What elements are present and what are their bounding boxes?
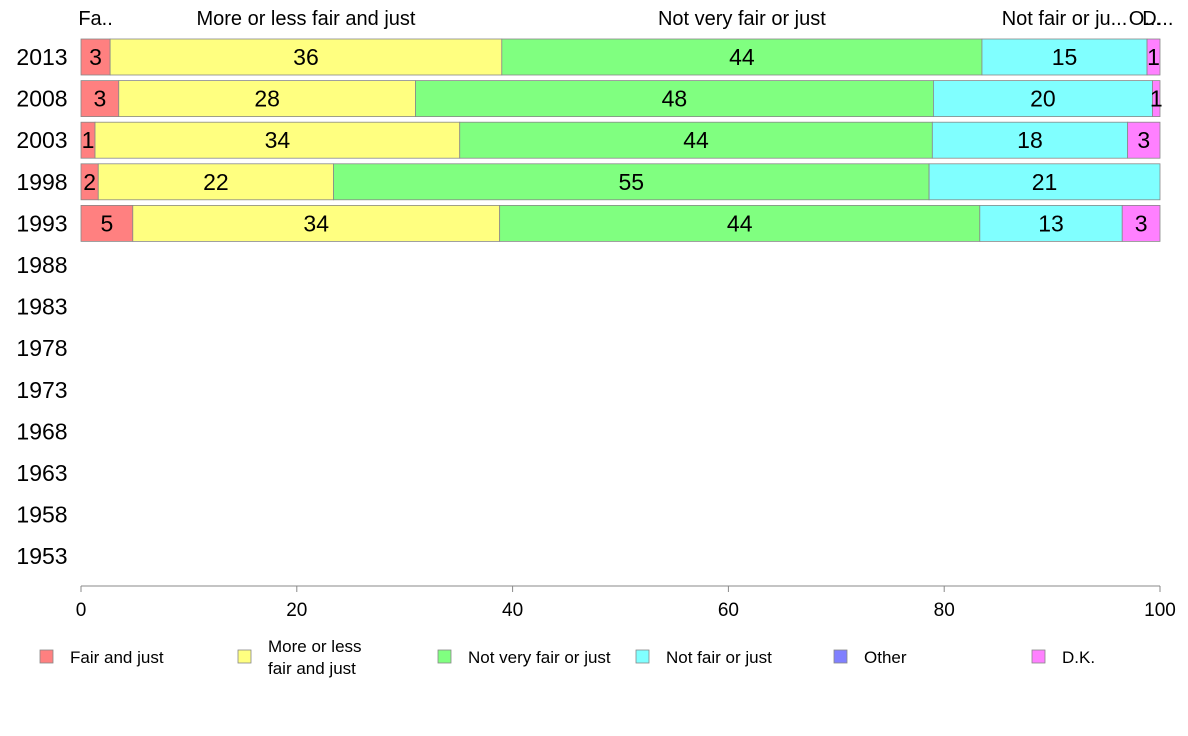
bar-label-1998-2: 55 [618, 169, 644, 195]
bar-row-2003: 1 34 44 18 3 [80, 121, 1161, 159]
year-label-1958: 1958 [16, 502, 67, 528]
bar-label-2008-1: 28 [254, 86, 280, 112]
bar-label-1998-0: 2 [83, 169, 96, 195]
bar-row-2008: 3 28 48 20 1 [80, 80, 1163, 117]
legend-label-5-0: D.K. [1062, 648, 1095, 667]
legend-label-4-0: Other [864, 648, 907, 667]
year-label-1973: 1973 [16, 377, 67, 403]
legend: Fair and just More or less fair and just No… [39, 637, 1095, 678]
bar-segment-2003-2 [459, 121, 933, 159]
x-tick-label-20: 20 [286, 600, 307, 621]
top-label-0: Fa.. [78, 8, 112, 30]
year-label-2003: 2003 [16, 127, 67, 153]
legend-swatch-4 [833, 649, 848, 664]
year-label-1968: 1968 [16, 418, 67, 444]
bar-label-1998-1: 22 [203, 169, 229, 195]
bar-label-2003-2: 44 [683, 127, 709, 153]
legend-swatch-1 [237, 649, 252, 664]
bar-label-1993-0: 5 [100, 210, 113, 236]
bar-segment-1993-2 [499, 204, 981, 242]
bar-label-1998-3: 21 [1032, 169, 1058, 195]
x-tick-label-40: 40 [502, 600, 523, 621]
bar-segment-2008-0 [80, 80, 120, 117]
year-label-1983: 1983 [16, 294, 67, 320]
legend-swatch-3 [635, 649, 650, 664]
bar-label-2003-1: 34 [265, 127, 291, 153]
year-label-1963: 1963 [16, 460, 67, 486]
bar-segment-2008-2 [415, 80, 934, 117]
year-axis: 2013 2008 2003 1998 1993 1988 1983 1978 1973 1968… [16, 44, 67, 569]
legend-item-2: Not very fair or just [437, 648, 611, 667]
legend-item-4: Other [833, 648, 907, 667]
bar-segment-1993-3 [979, 204, 1123, 242]
bar-segment-2008-3 [933, 80, 1153, 117]
top-category-labels: Fa.. More or less fair and just Not very f… [78, 8, 1173, 30]
legend-item-1: More or less fair and just [237, 637, 362, 678]
bar-label-2008-3: 20 [1030, 86, 1056, 112]
legend-label-3-0: Not fair or just [666, 648, 772, 667]
bar-label-1993-1: 34 [303, 210, 329, 236]
bar-row-1993: 5 34 44 13 3 [80, 204, 1161, 242]
bar-row-1998: 2 22 55 21 [80, 163, 1161, 201]
legend-item-3: Not fair or just [635, 648, 772, 667]
bar-label-2013-1: 36 [293, 44, 319, 70]
bar-label-2003-3: 18 [1017, 127, 1043, 153]
year-label-1988: 1988 [16, 252, 67, 278]
legend-swatch-2 [437, 649, 452, 664]
top-label-3: Not fair or ju... [1002, 8, 1128, 30]
bar-segment-1993-0 [80, 204, 134, 242]
x-tick-label-60: 60 [718, 600, 739, 621]
bar-label-2013-3: 15 [1052, 44, 1078, 70]
year-label-1993: 1993 [16, 210, 67, 236]
bar-segment-2003-1 [94, 121, 461, 159]
bar-segment-2013-1 [109, 38, 503, 76]
year-label-1978: 1978 [16, 335, 67, 361]
legend-swatch-0 [39, 649, 54, 664]
bar-segment-2003-5 [1127, 121, 1161, 159]
bar-label-2003-0: 1 [82, 127, 95, 153]
top-label-2: Not very fair or just [658, 8, 826, 30]
bar-label-2013-2: 44 [729, 44, 755, 70]
legend-label-1-1: fair and just [268, 659, 356, 678]
bar-segment-2008-5 [1152, 80, 1161, 117]
legend-label-1-0: More or less [268, 637, 362, 656]
legend-item-5: D.K. [1031, 648, 1095, 667]
bar-segment-1998-1 [97, 163, 334, 201]
legend-label-2-0: Not very fair or just [468, 648, 611, 667]
bar-label-1993-5: 3 [1135, 210, 1148, 236]
top-label-5: D... [1142, 8, 1173, 30]
bar-row-2013: 3 36 44 15 1 [80, 38, 1161, 76]
bar-segment-2013-5 [1146, 38, 1161, 76]
bar-segment-2008-1 [118, 80, 416, 117]
bar-label-2008-5: 1 [1150, 86, 1163, 112]
legend-swatch-5 [1031, 649, 1046, 664]
legend-item-0: Fair and just [39, 648, 164, 667]
bar-segment-1998-2 [333, 163, 930, 201]
top-label-4: O... [1129, 8, 1161, 30]
bar-segment-1993-1 [132, 204, 501, 242]
bar-label-2008-2: 48 [662, 86, 688, 112]
x-tick-label-80: 80 [934, 600, 955, 621]
year-label-2008: 2008 [16, 86, 67, 112]
year-label-2013: 2013 [16, 44, 67, 70]
bar-label-2013-5: 1 [1147, 44, 1160, 70]
year-label-1998: 1998 [16, 169, 67, 195]
bar-segment-1993-5 [1121, 204, 1161, 242]
bar-segment-1998-3 [928, 163, 1161, 201]
top-label-1: More or less fair and just [196, 8, 415, 30]
legend-label-0-0: Fair and just [70, 648, 164, 667]
bar-label-2008-0: 3 [93, 86, 106, 112]
bar-label-1993-3: 13 [1038, 210, 1064, 236]
x-tick-label-100: 100 [1144, 600, 1176, 621]
year-label-1953: 1953 [16, 543, 67, 569]
bar-label-2013-0: 3 [89, 44, 102, 70]
bar-label-2003-5: 3 [1137, 127, 1150, 153]
bars-layer: 3 36 44 15 13 28 48 20 11 34 44 18 32 22 55 215 34 44 13 3 [80, 38, 1163, 242]
bar-label-1993-2: 44 [727, 210, 753, 236]
x-tick-label-0: 0 [76, 600, 87, 621]
x-axis: 0 20 40 60 80 100 [76, 585, 1176, 621]
